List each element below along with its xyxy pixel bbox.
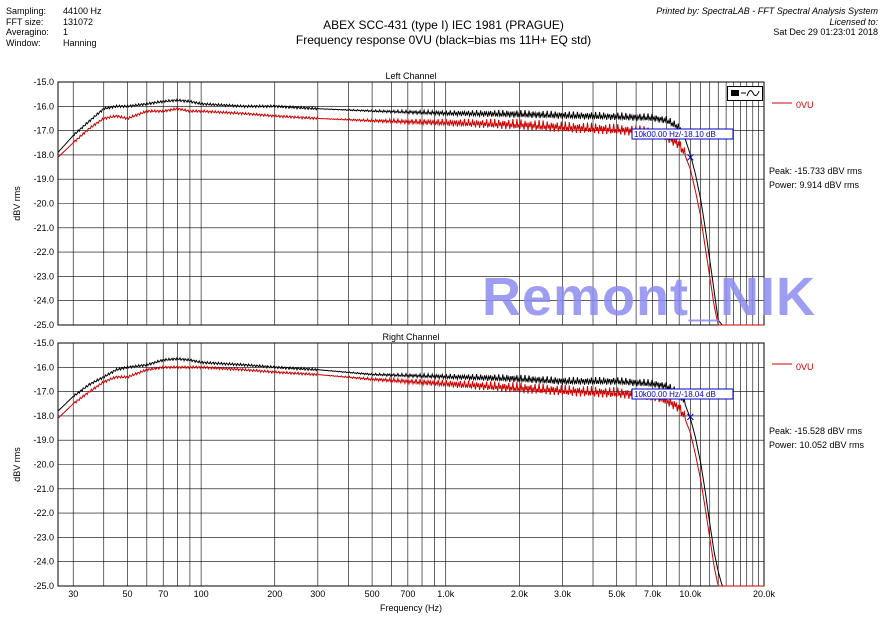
info-row-sampling: Sampling: 44100 Hz (6, 6, 102, 16)
x-tick-label: 5.0k (608, 589, 626, 599)
print-date: Sat Dec 29 01:23:01 2018 (773, 27, 878, 37)
y-tick-label: -19.0 (33, 174, 54, 184)
x-tick-label: 7.0k (644, 589, 662, 599)
licensed-to-line: Licensed to: (829, 16, 878, 27)
y-tick-label: -22.0 (33, 508, 54, 518)
marker-cursor (687, 413, 694, 421)
x-tick-label: 30 (68, 589, 78, 599)
x-tick-label: 10.0k (679, 589, 702, 599)
y-tick-label: -16.0 (33, 362, 54, 372)
x-tick-label: 700 (400, 589, 415, 599)
series-line-black (57, 356, 764, 587)
y-tick-label: -17.0 (33, 387, 54, 397)
x-tick-label: 70 (158, 589, 168, 599)
series-line-black (57, 98, 764, 326)
printed-by: Printed by: SpectraLAB - FFT Spectral An… (656, 6, 878, 38)
x-tick-label: 200 (267, 589, 282, 599)
y-axis-label: dBV rms (12, 186, 22, 221)
y-tick-label: -20.0 (33, 460, 54, 470)
toolbox-icon (731, 90, 760, 97)
stats-left: Peak: -15.733 dBV rms Power: 9.914 dBV r… (769, 164, 862, 192)
marker-cursor (687, 153, 694, 161)
x-tick-label: 300 (310, 589, 325, 599)
y-tick-label: -21.0 (33, 223, 54, 233)
y-tick-label: -18.0 (33, 411, 54, 421)
peak-left: Peak: -15.733 dBV rms (769, 166, 863, 176)
chart-toolbox-button[interactable] (727, 86, 763, 101)
printed-by-line: Printed by: SpectraLAB - FFT Spectral An… (656, 6, 878, 16)
page-subtitle: Frequency response 0VU (black=bias ms 11… (295, 33, 592, 47)
y-tick-label: -18.0 (33, 150, 54, 160)
page-title: ABEX SCC-431 (type I) IEC 1981 (PRAGUE) (323, 18, 564, 32)
info-row-averaging: Averagino: 1 (6, 27, 69, 37)
stats-right: Peak: -15.528 dBV rms Power: 10.052 dBV … (769, 424, 864, 452)
legend-label-left: 0VU (796, 100, 814, 110)
marker-box (631, 128, 734, 140)
y-tick-label: -17.0 (33, 126, 54, 136)
y-tick-label: -25.0 (33, 581, 54, 591)
legend-label-right: 0VU (796, 362, 814, 372)
y-tick-label: -23.0 (33, 532, 54, 542)
y-tick-label: -20.0 (33, 199, 54, 209)
analysis-info: Sampling: 44100 Hz FFT size: 131072 Averag… (6, 6, 102, 48)
y-tick-label: -15.0 (33, 77, 54, 87)
y-tick-label: -25.0 (33, 320, 54, 330)
info-row-fft-size: FFT size: 131072 (6, 16, 94, 27)
y-tick-label: -16.0 (33, 101, 54, 111)
info-row-window: Window: Hanning (6, 37, 97, 48)
x-tick-label: 500 (365, 589, 380, 599)
power-left: Power: 9.914 dBV rms (769, 180, 860, 190)
y-tick-label: -21.0 (33, 484, 54, 494)
y-tick-label: -15.0 (33, 338, 54, 348)
marker-label: 10k00.00 Hz/-18.04 dB (634, 390, 716, 399)
x-axis-label: Frequency (Hz) (380, 603, 442, 613)
panel-title: Left Channel (385, 71, 436, 81)
y-tick-label: -24.0 (33, 557, 54, 567)
marker-label: 10k00.00 Hz/-18.10 dB (634, 130, 716, 139)
x-tick-label: 20.0k (753, 589, 776, 599)
y-axis-label: dBV rms (12, 447, 22, 482)
watermark: Remont_NIK (482, 267, 817, 327)
y-tick-label: -23.0 (33, 271, 54, 281)
y-tick-label: -24.0 (33, 296, 54, 306)
power-right: Power: 10.052 dBV rms (769, 440, 865, 450)
x-tick-label: 1.0k (437, 589, 455, 599)
x-tick-label: 50 (122, 589, 132, 599)
x-tick-label: 100 (194, 589, 209, 599)
x-tick-label: 3.0k (554, 589, 572, 599)
x-tick-label: 2.0k (511, 589, 529, 599)
panel-title: Right Channel (382, 332, 439, 342)
peak-right: Peak: -15.528 dBV rms (769, 426, 863, 436)
y-tick-label: -19.0 (33, 435, 54, 445)
y-tick-label: -22.0 (33, 247, 54, 257)
marker-box (631, 388, 734, 400)
